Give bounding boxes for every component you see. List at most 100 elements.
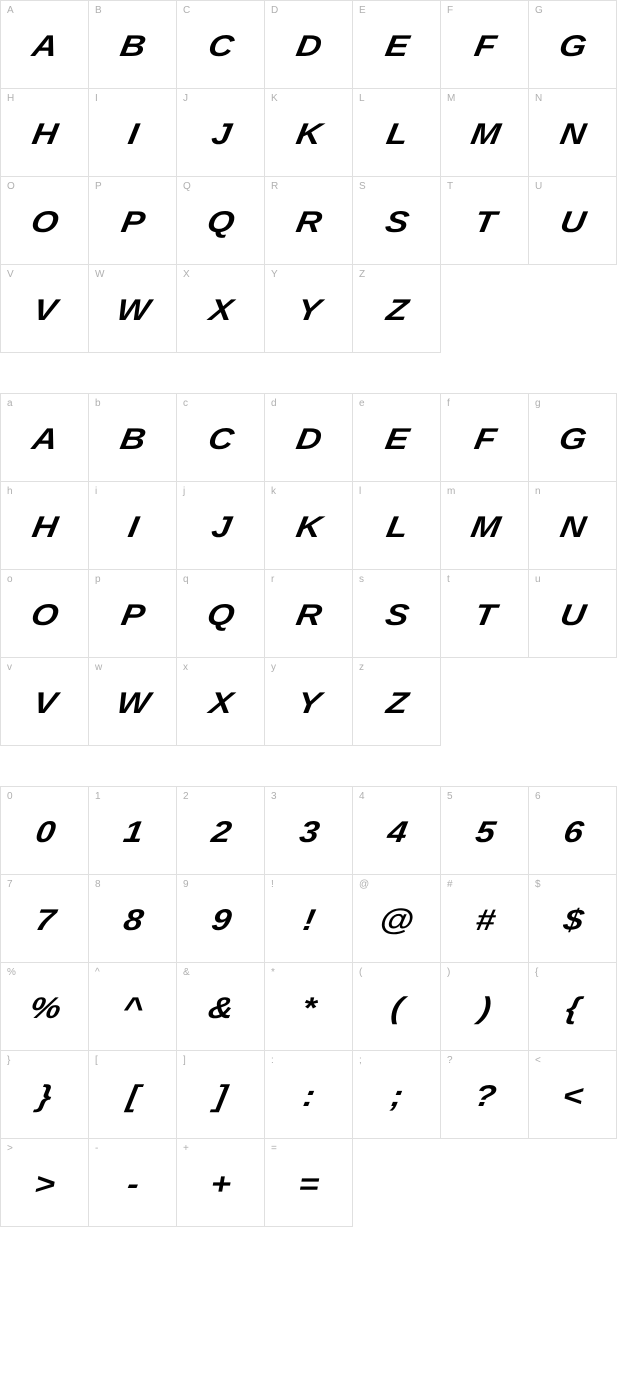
glyph-label: 0 xyxy=(7,791,13,802)
glyph-display: X xyxy=(207,296,234,326)
glyph-label: Y xyxy=(271,269,278,280)
glyph-label: ] xyxy=(183,1055,186,1066)
glyph-display: ? xyxy=(472,1082,497,1112)
glyph-label: F xyxy=(447,5,453,16)
glyph-label: u xyxy=(535,574,541,585)
glyph-cell: uU xyxy=(529,570,617,658)
glyph-label: R xyxy=(271,181,278,192)
glyph-display: 9 xyxy=(209,906,232,936)
glyph-display: > xyxy=(32,1170,56,1200)
glyph-cell: sS xyxy=(353,570,441,658)
glyph-cell: 22 xyxy=(177,787,265,875)
glyph-cell: yY xyxy=(265,658,353,746)
glyph-display: & xyxy=(206,994,235,1024)
glyph-display: D xyxy=(294,425,323,455)
glyph-label: i xyxy=(95,486,97,497)
glyph-display: @ xyxy=(378,906,416,936)
glyph-label: Q xyxy=(183,181,191,192)
glyph-row: HHIIJJKKLLMMNN xyxy=(0,89,617,177)
glyph-cell: << xyxy=(529,1051,617,1139)
glyph-display: - xyxy=(125,1170,141,1200)
glyph-display: ! xyxy=(301,906,317,936)
glyph-label: [ xyxy=(95,1055,98,1066)
glyph-cell: OO xyxy=(1,177,89,265)
glyph-display: Y xyxy=(295,689,322,719)
glyph-display: 4 xyxy=(385,818,408,848)
glyph-label: ) xyxy=(447,967,450,978)
glyph-label: e xyxy=(359,398,365,409)
character-map: AABBCCDDEEFFGGHHIIJJKKLLMMNNOOPPQQRRSSTT… xyxy=(0,0,640,1227)
glyph-cell: %% xyxy=(1,963,89,1051)
glyph-label: a xyxy=(7,398,13,409)
glyph-display: X xyxy=(207,689,234,719)
glyph-cell: ++ xyxy=(177,1139,265,1227)
glyph-cell: )) xyxy=(441,963,529,1051)
glyph-display: E xyxy=(383,425,410,455)
glyph-label: J xyxy=(183,93,188,104)
glyph-label: W xyxy=(95,269,104,280)
glyph-label: v xyxy=(7,662,12,673)
glyph-cell: 55 xyxy=(441,787,529,875)
glyph-display: [ xyxy=(125,1082,141,1112)
glyph-display: 5 xyxy=(473,818,496,848)
glyph-label: c xyxy=(183,398,188,409)
glyph-label: b xyxy=(95,398,101,409)
glyph-cell: EE xyxy=(353,1,441,89)
glyph-cell: NN xyxy=(529,89,617,177)
glyph-row: VVWWXXYYZZ xyxy=(0,265,441,353)
glyph-label: 2 xyxy=(183,791,189,802)
glyph-cell: 33 xyxy=(265,787,353,875)
glyph-label: 8 xyxy=(95,879,101,890)
glyph-display: Y xyxy=(295,296,322,326)
glyph-cell: eE xyxy=(353,394,441,482)
glyph-display: H xyxy=(30,120,59,150)
glyph-label: M xyxy=(447,93,455,104)
glyph-display: L xyxy=(384,120,409,150)
glyph-cell: nN xyxy=(529,482,617,570)
glyph-display: H xyxy=(30,513,59,543)
glyph-display: ) xyxy=(477,994,493,1024)
glyph-cell: iI xyxy=(89,482,177,570)
glyph-label: 6 xyxy=(535,791,541,802)
glyph-display: K xyxy=(294,120,323,150)
glyph-label: U xyxy=(535,181,542,192)
glyph-cell: @@ xyxy=(353,875,441,963)
glyph-display: ( xyxy=(389,994,405,1024)
glyph-label: T xyxy=(447,181,453,192)
glyph-row: vVwWxXyYzZ xyxy=(0,658,441,746)
glyph-display: 8 xyxy=(121,906,144,936)
glyph-cell: YY xyxy=(265,265,353,353)
glyph-cell: zZ xyxy=(353,658,441,746)
glyph-display: 3 xyxy=(297,818,320,848)
glyph-cell: (( xyxy=(353,963,441,1051)
glyph-label: { xyxy=(535,967,538,978)
glyph-cell: FF xyxy=(441,1,529,89)
glyph-cell: TT xyxy=(441,177,529,265)
glyph-display: J xyxy=(209,513,232,543)
glyph-cell: ZZ xyxy=(353,265,441,353)
glyph-label: I xyxy=(95,93,98,104)
glyph-display: F xyxy=(472,425,497,455)
glyph-label: N xyxy=(535,93,542,104)
glyph-display: + xyxy=(208,1170,232,1200)
glyph-cell: DD xyxy=(265,1,353,89)
glyph-label: } xyxy=(7,1055,10,1066)
glyph-cell: QQ xyxy=(177,177,265,265)
glyph-display: ] xyxy=(213,1082,229,1112)
glyph-label: P xyxy=(95,181,102,192)
glyph-display: O xyxy=(29,208,60,238)
glyph-cell: MM xyxy=(441,89,529,177)
glyph-label: < xyxy=(535,1055,541,1066)
glyph-display: T xyxy=(472,208,497,238)
glyph-label: g xyxy=(535,398,541,409)
glyph-label: H xyxy=(7,93,14,104)
glyph-cell: !! xyxy=(265,875,353,963)
glyph-cell: bB xyxy=(89,394,177,482)
glyph-label: X xyxy=(183,269,190,280)
glyph-display: C xyxy=(206,32,235,62)
glyph-cell: rR xyxy=(265,570,353,658)
glyph-cell: qQ xyxy=(177,570,265,658)
glyph-cell: KK xyxy=(265,89,353,177)
glyph-display: T xyxy=(472,601,497,631)
glyph-row: }}[[]]::;;??<< xyxy=(0,1051,617,1139)
